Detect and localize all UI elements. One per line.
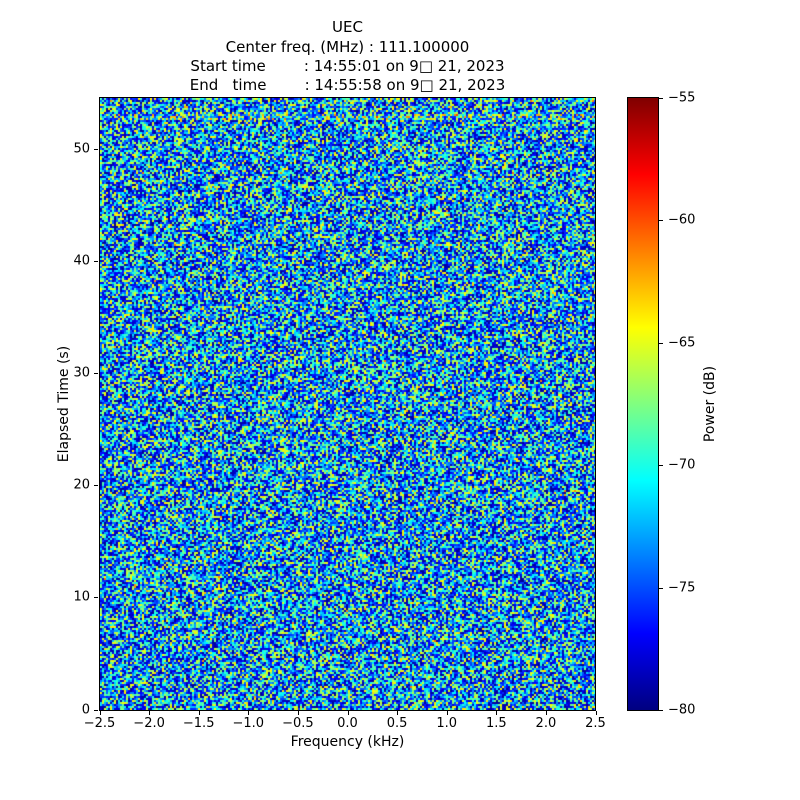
x-tick-mark [99, 711, 101, 715]
y-tick-mark [94, 373, 98, 375]
colorbar-tick-label: −65 [668, 335, 696, 351]
y-tick-label: 40 [73, 253, 90, 269]
y-tick-label: 50 [73, 141, 90, 157]
x-tick-mark [149, 711, 151, 715]
x-tick-mark [496, 711, 498, 715]
y-tick-label: 20 [73, 477, 90, 493]
x-tick-mark [397, 711, 399, 715]
x-tick-label: −0.5 [282, 716, 314, 731]
plot-title: UEC [332, 18, 363, 36]
colorbar-tick-mark [659, 587, 663, 589]
spectrogram-canvas [100, 98, 595, 710]
x-tick-label: 2.5 [585, 716, 606, 731]
y-tick-mark [94, 485, 98, 487]
x-tick-label: 0.5 [386, 716, 408, 731]
y-tick-label: 30 [73, 365, 90, 381]
x-tick-label: 2.0 [535, 716, 557, 731]
y-tick-mark [94, 261, 98, 263]
colorbar-tick-mark [659, 710, 663, 711]
plot-area [99, 97, 596, 711]
x-tick-mark [248, 711, 250, 715]
center-frequency-line: Center freq. (MHz) : 111.100000 [225, 38, 470, 56]
x-tick-mark [595, 711, 597, 715]
colorbar-tick-mark [659, 342, 663, 344]
colorbar-tick-mark [659, 465, 663, 467]
colorbar-tick-label: −70 [668, 457, 696, 473]
colorbar-tick-label: −75 [668, 580, 696, 596]
colorbar [627, 97, 659, 711]
colorbar-tick-label: −80 [668, 702, 696, 718]
x-tick-mark [545, 711, 547, 715]
x-tick-mark [446, 711, 448, 715]
end-time-line: End time : 14:55:58 on 9□ 21, 2023 [189, 76, 506, 94]
x-tick-mark [297, 711, 299, 715]
x-tick-label: 1.0 [436, 716, 458, 731]
x-axis-label: Frequency (kHz) [290, 734, 405, 750]
colorbar-tick-label: −60 [668, 212, 696, 228]
x-tick-label: 1.5 [485, 716, 507, 731]
y-tick-mark [94, 149, 98, 151]
colorbar-label: Power (dB) [702, 365, 718, 443]
y-tick-label: 0 [81, 702, 90, 717]
x-tick-mark [347, 711, 349, 715]
y-tick-mark [94, 709, 98, 711]
y-tick-mark [94, 597, 98, 599]
colorbar-tick-mark [659, 220, 663, 222]
x-tick-label: −1.0 [232, 716, 265, 731]
start-time-line: Start time : 14:55:01 on 9□ 21, 2023 [190, 57, 505, 75]
x-tick-label: −2.5 [83, 716, 116, 731]
x-tick-label: −1.5 [182, 716, 215, 731]
x-tick-label: −2.0 [133, 716, 165, 731]
x-tick-mark [198, 711, 200, 715]
colorbar-tick-label: −55 [668, 90, 696, 106]
y-tick-label: 10 [73, 589, 90, 605]
x-tick-label: 0.0 [337, 716, 358, 731]
y-axis-label: Elapsed Time (s) [56, 345, 72, 463]
colorbar-tick-mark [659, 98, 663, 99]
